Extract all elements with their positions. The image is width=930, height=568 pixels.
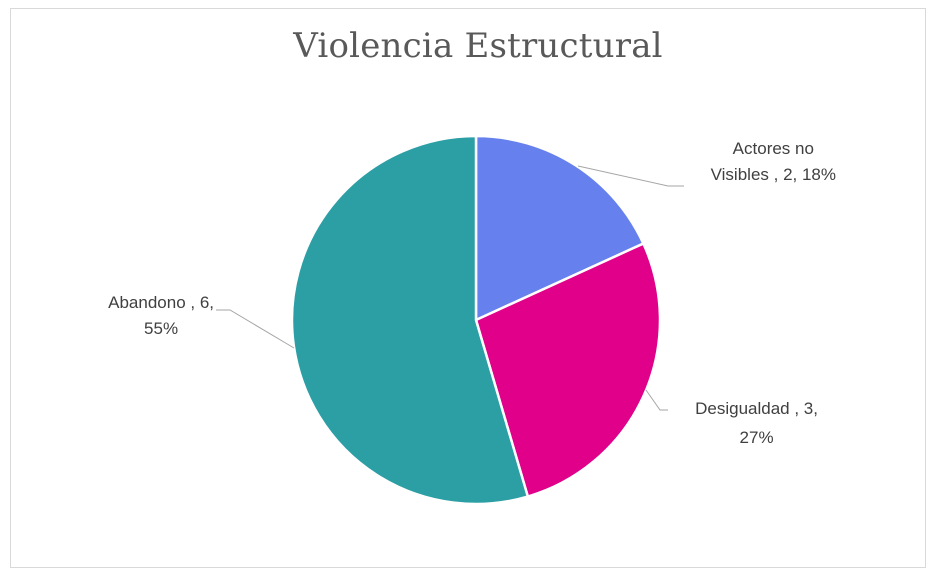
data-label: Desigualdad , 3, 27%: [695, 399, 818, 447]
leader-lines: [216, 165, 684, 411]
pie-slice-abandono: [290, 134, 530, 506]
pie-slices: [290, 134, 662, 506]
data-labels: Actores no Visibles , 2, 18% Desigualdad ,…: [108, 139, 836, 447]
pie-slice-desigualdad: [474, 241, 662, 499]
chart-title: Violencia Estructural: [293, 26, 663, 66]
data-label: Abandono , 6, 55%: [108, 293, 214, 338]
pie-slice-actores-no-visibles: [474, 134, 646, 322]
data-label: Actores no Visibles , 2, 18%: [711, 139, 836, 184]
leader-line: [577, 165, 684, 187]
leader-line: [645, 389, 668, 411]
leader-line: [216, 309, 295, 349]
